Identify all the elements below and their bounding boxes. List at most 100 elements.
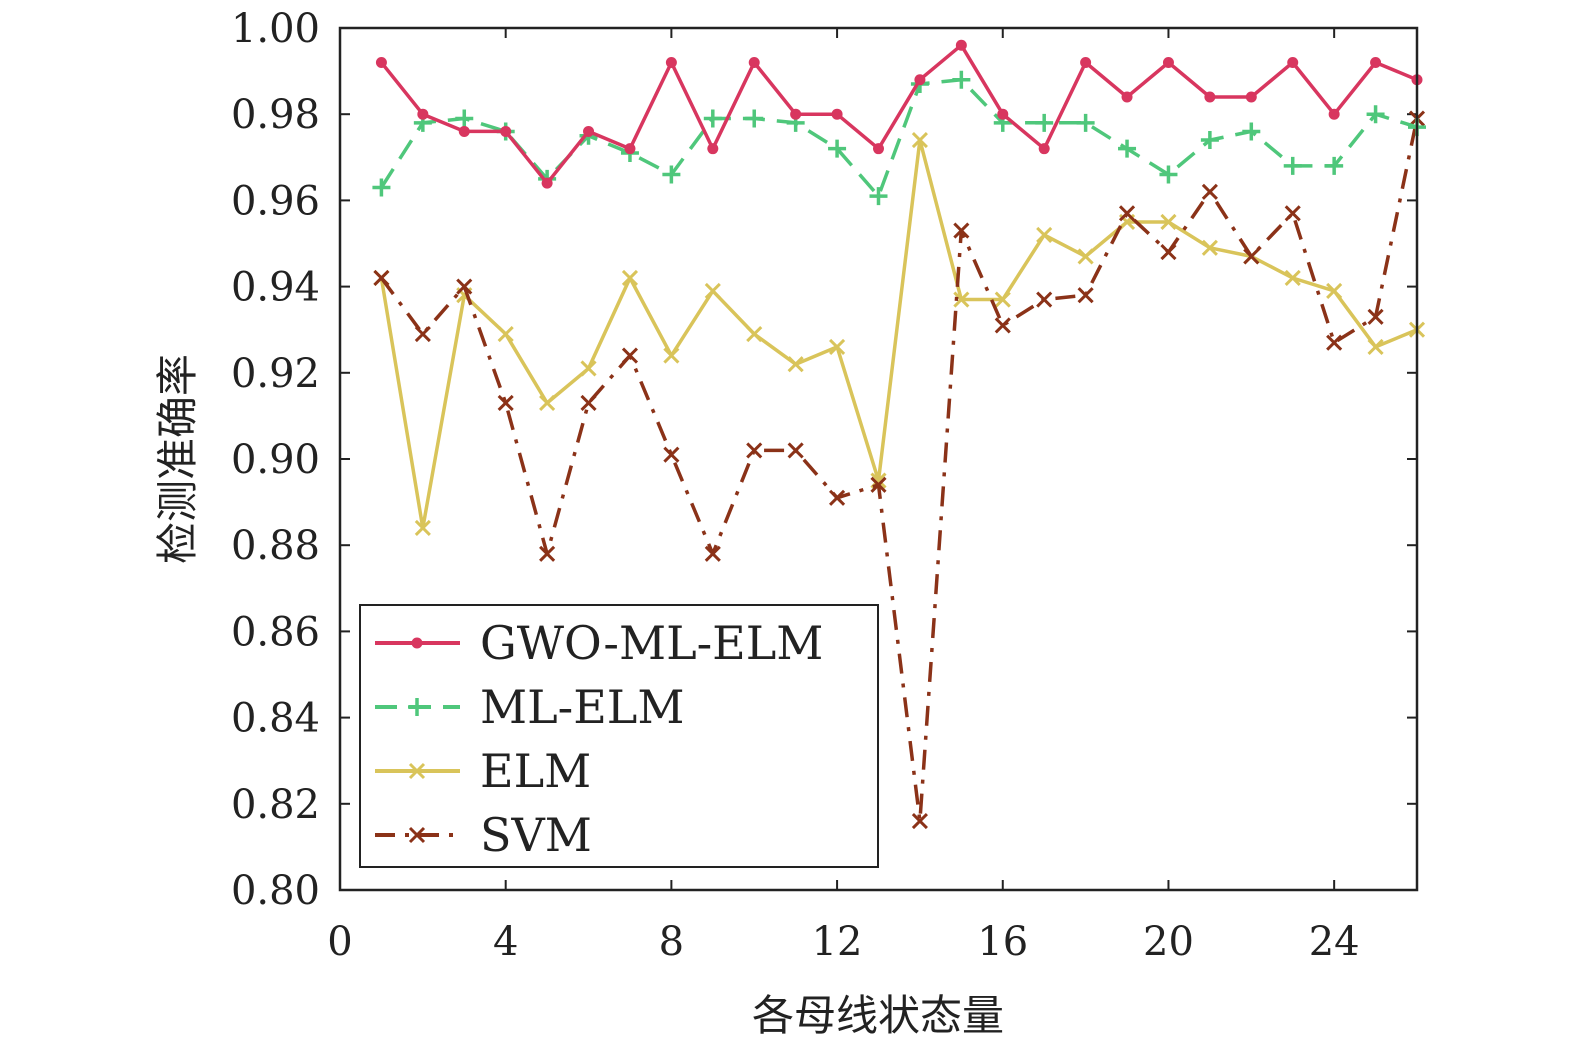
plot-frame <box>338 26 1419 892</box>
x-tick-label: 24 <box>1309 919 1360 965</box>
series-line <box>379 118 1419 823</box>
data-point <box>621 269 639 287</box>
series-ml-elm <box>372 70 1426 206</box>
legend-entry: ML-ELM <box>375 680 684 734</box>
data-point <box>1035 113 1054 132</box>
data-point <box>580 360 597 377</box>
data-point <box>455 109 474 128</box>
data-point <box>1038 143 1050 155</box>
data-point <box>1160 244 1177 261</box>
data-point <box>663 347 680 364</box>
data-point <box>787 356 804 373</box>
legend: GWO-ML-ELM ML-ELM ELM SVM <box>359 604 879 868</box>
data-point <box>624 143 636 155</box>
data-point <box>953 222 970 239</box>
data-point <box>1242 122 1261 141</box>
data-point <box>1367 308 1384 325</box>
data-point <box>952 70 971 89</box>
data-point <box>748 56 760 68</box>
data-point <box>500 125 512 137</box>
data-point <box>955 39 967 51</box>
y-tick-labels: 0.80 0.82 0.84 0.86 0.88 0.90 0.92 0.94 0.96 0.98… <box>231 6 320 914</box>
data-point <box>1287 56 1299 68</box>
legend-entry: GWO-ML-ELM <box>375 616 823 670</box>
data-point <box>746 442 763 459</box>
y-tick-label: 0.84 <box>231 696 320 742</box>
data-point <box>580 394 597 412</box>
data-point <box>497 325 514 343</box>
y-tick-label: 1.00 <box>231 6 320 52</box>
y-tick-label: 0.88 <box>231 523 320 569</box>
data-point <box>539 545 556 562</box>
data-point <box>1201 239 1218 256</box>
y-axis-label: 检测准确率 <box>153 354 202 564</box>
y-tick-label: 0.80 <box>231 868 320 914</box>
x-tick-label: 20 <box>1143 919 1194 965</box>
data-point <box>914 74 926 86</box>
data-point <box>1367 338 1384 356</box>
legend-marker <box>408 698 426 716</box>
data-point <box>828 139 847 158</box>
data-point <box>541 177 553 189</box>
data-point <box>869 187 888 206</box>
data-point <box>1245 91 1257 103</box>
data-point <box>414 325 431 343</box>
data-point <box>662 165 681 184</box>
legend-label: SVM <box>480 808 592 862</box>
data-point <box>665 56 677 68</box>
data-point <box>1200 131 1219 150</box>
data-point <box>787 442 804 459</box>
data-point <box>458 125 470 137</box>
series-layer <box>372 39 1426 830</box>
data-point <box>1204 91 1216 103</box>
data-point <box>704 545 721 562</box>
data-point <box>414 519 431 537</box>
data-point <box>1162 56 1174 68</box>
y-tick-label: 0.90 <box>231 437 320 483</box>
legend-marker <box>408 762 426 780</box>
data-point <box>663 446 680 463</box>
data-point <box>373 269 390 287</box>
x-tick-label: 8 <box>659 919 684 965</box>
data-point <box>911 131 928 149</box>
x-tick-labels: 0 4 8 12 16 20 24 <box>327 919 1359 965</box>
data-point <box>1080 56 1092 68</box>
data-point <box>703 109 722 128</box>
data-point <box>1284 269 1301 287</box>
series-gwo-ml-elm <box>375 39 1423 189</box>
data-point <box>1325 156 1344 175</box>
data-point <box>1077 248 1094 265</box>
data-point <box>497 394 514 412</box>
data-point <box>539 394 556 412</box>
data-point <box>1076 113 1095 132</box>
legend-label: ML-ELM <box>480 680 684 734</box>
series-svm <box>373 110 1426 830</box>
y-tick-label: 0.96 <box>231 178 320 224</box>
data-point <box>873 143 884 155</box>
legend-label: GWO-ML-ELM <box>480 616 823 670</box>
x-tick-label: 12 <box>812 919 863 965</box>
legend-marker <box>411 637 423 649</box>
data-point <box>1118 139 1137 158</box>
data-point <box>1284 205 1301 222</box>
data-point <box>1121 91 1133 103</box>
data-point <box>1326 282 1343 299</box>
data-point <box>829 338 846 356</box>
data-point <box>621 347 639 364</box>
legend-marker <box>408 826 426 844</box>
legend-label: ELM <box>480 744 591 798</box>
data-point <box>375 56 387 68</box>
data-point <box>1283 156 1302 175</box>
data-point <box>745 109 764 128</box>
data-point <box>417 108 429 120</box>
data-point <box>583 125 595 137</box>
data-point <box>1370 56 1382 68</box>
legend-entries: GWO-ML-ELM ML-ELM ELM SVM <box>375 616 823 862</box>
data-point <box>707 143 719 155</box>
data-point <box>831 108 843 120</box>
data-point <box>1243 248 1260 265</box>
legend-entry: SVM <box>375 808 592 862</box>
data-point <box>1159 165 1178 184</box>
y-tick-label: 0.82 <box>231 782 320 828</box>
